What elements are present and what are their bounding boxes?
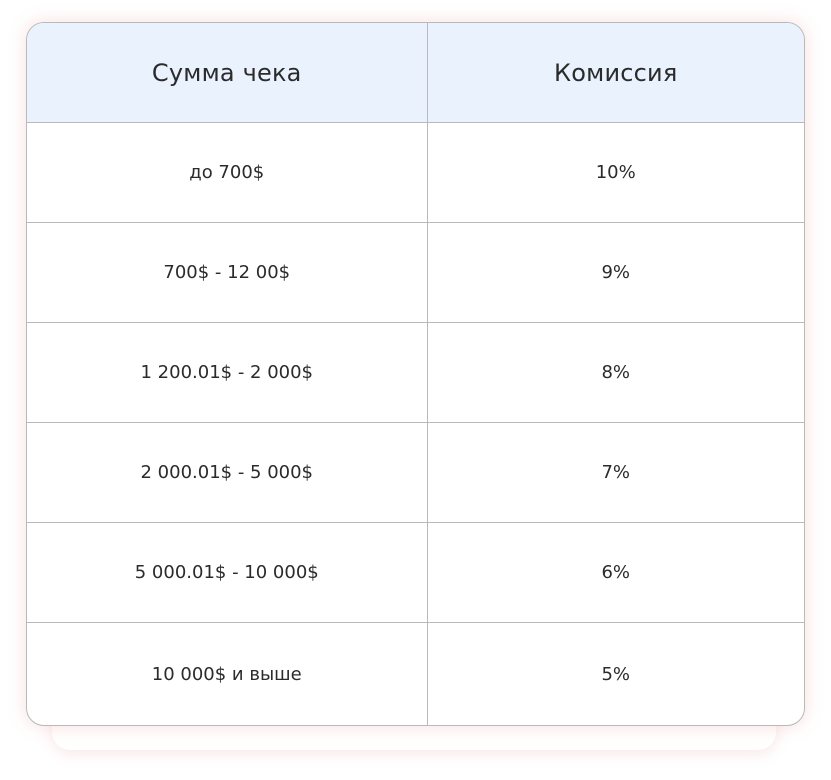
cell-amount: 2 000.01$ - 5 000$	[27, 422, 428, 523]
header-commission: Комиссия	[427, 23, 804, 123]
table-row: 2 000.01$ - 5 000$ 7%	[27, 422, 804, 523]
table-row: 1 200.01$ - 2 000$ 8%	[27, 322, 804, 423]
header-amount: Сумма чека	[27, 23, 428, 123]
cell-amount: 1 200.01$ - 2 000$	[27, 322, 428, 423]
cell-amount: 700$ - 12 00$	[27, 222, 428, 323]
table-row: до 700$ 10%	[27, 122, 804, 223]
commission-table-card: Сумма чека Комиссия до 700$ 10% 700$ - 1…	[26, 22, 805, 726]
table-header-row: Сумма чека Комиссия	[27, 23, 804, 123]
cell-commission: 5%	[601, 664, 631, 685]
table-row: 700$ - 12 00$ 9%	[27, 222, 804, 323]
cell-amount: до 700$	[27, 122, 428, 223]
cell-commission: 9%	[427, 222, 804, 323]
cell-amount: 10 000$ и выше	[27, 622, 428, 725]
table-row: 10 000$ и выше 5%	[27, 622, 804, 725]
cell-commission: 10%	[427, 122, 804, 223]
cell-commission: 8%	[427, 322, 804, 423]
commission-table: Сумма чека Комиссия до 700$ 10% 700$ - 1…	[27, 23, 804, 725]
cell-commission: 7%	[427, 422, 804, 523]
cell-amount: 5 000.01$ - 10 000$	[27, 522, 428, 623]
table-row: 5 000.01$ - 10 000$ 6%	[27, 522, 804, 623]
cell-commission: 6%	[427, 522, 804, 623]
